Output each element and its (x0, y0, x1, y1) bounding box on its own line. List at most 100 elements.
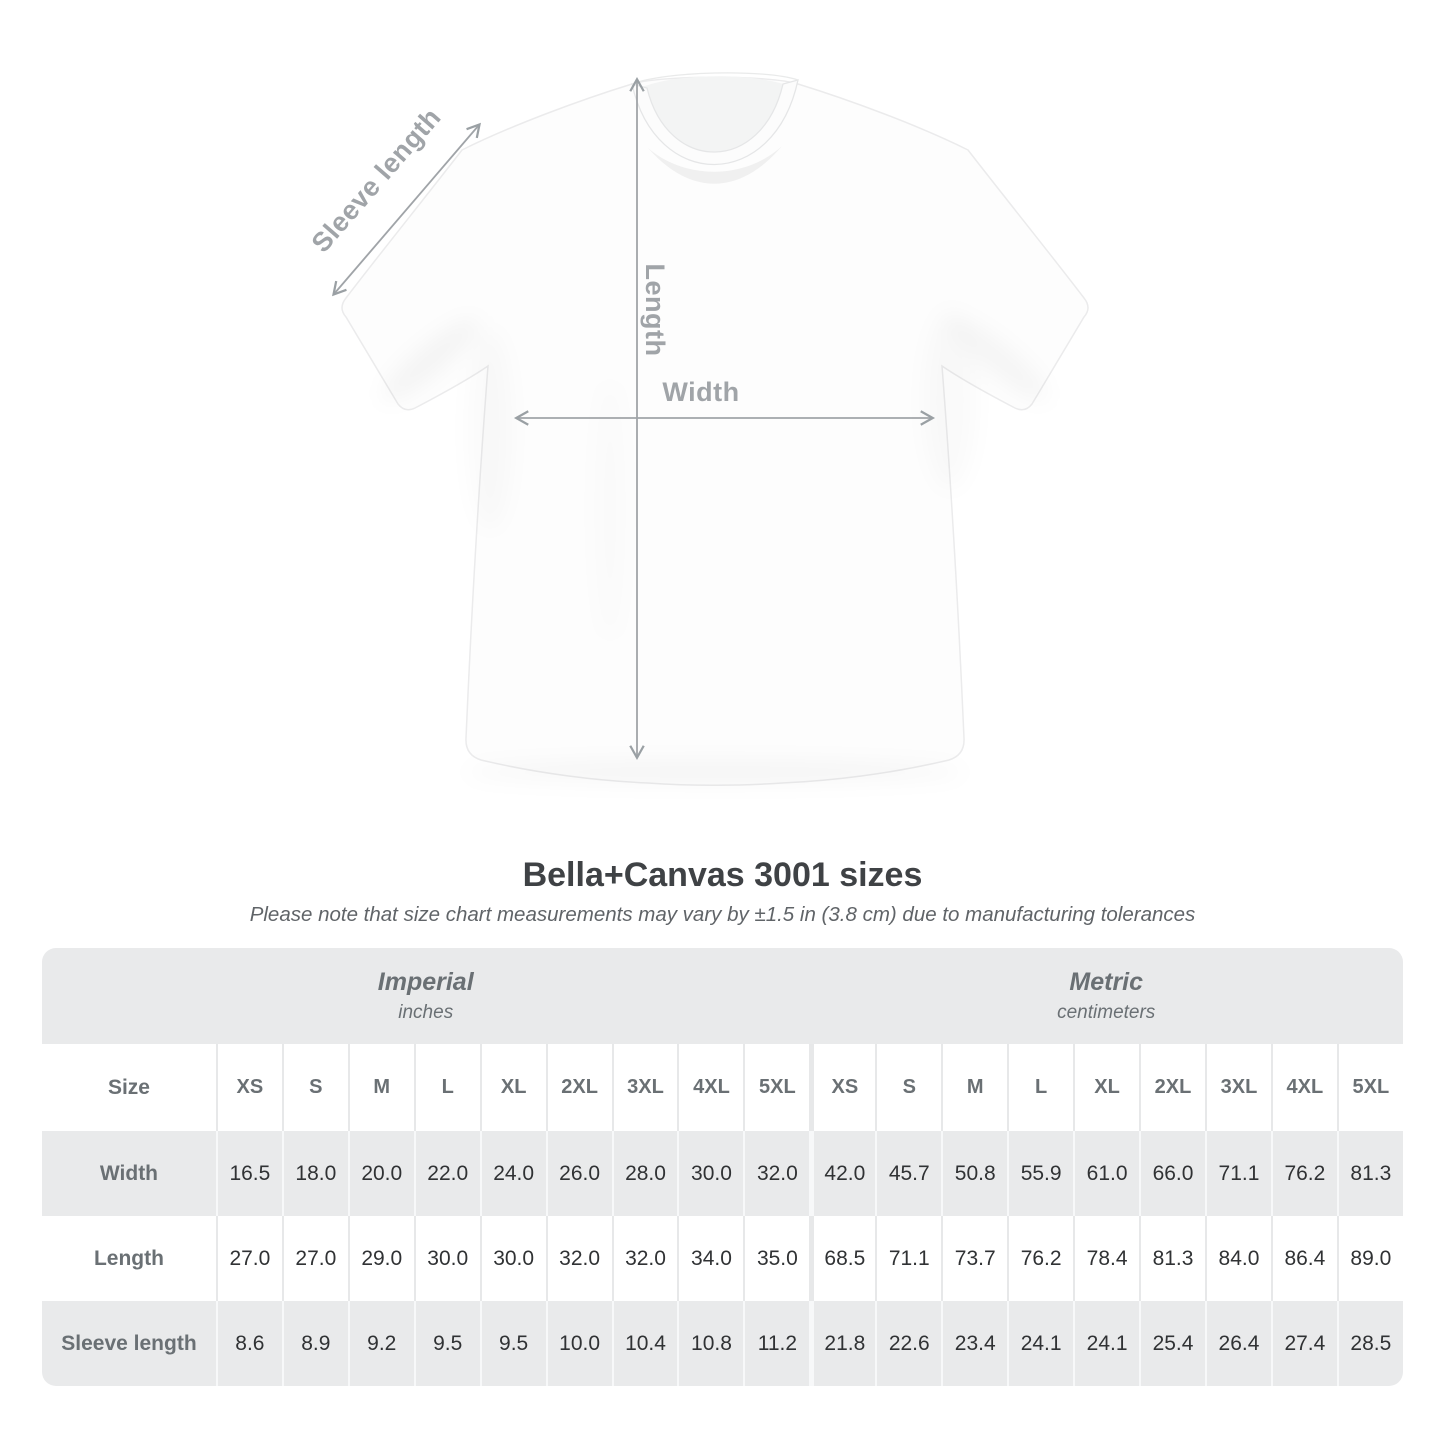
value-cell: 32.0 (743, 1131, 809, 1216)
value-cell: 68.5 (809, 1216, 875, 1301)
size-col-header: XS (215, 1044, 282, 1131)
size-header-label: Size (107, 1075, 150, 1099)
value-cell: 24.0 (479, 1131, 546, 1216)
value-cell: 11.2 (743, 1301, 809, 1386)
size-col-header: XL (1073, 1044, 1139, 1131)
value-cell: 81.3 (1336, 1131, 1403, 1216)
value-cell: 27.0 (281, 1216, 348, 1301)
value-cell: 9.5 (479, 1301, 546, 1386)
tshirt-body (341, 76, 1089, 786)
value-cell: 27.0 (215, 1216, 282, 1301)
size-col-header: 2XL (545, 1044, 612, 1131)
size-col-header: M (347, 1044, 414, 1131)
value-cell: 27.4 (1270, 1301, 1337, 1386)
value-cell: 25.4 (1139, 1301, 1205, 1386)
value-cell: 55.9 (1007, 1131, 1073, 1216)
size-col-header: M (941, 1044, 1007, 1131)
value-cell: 8.9 (281, 1301, 348, 1386)
size-col-header: L (1007, 1044, 1073, 1131)
value-cell: 30.0 (677, 1131, 743, 1216)
value-cell: 45.7 (875, 1131, 941, 1216)
size-col-header: 5XL (743, 1044, 809, 1131)
value-cell: 28.0 (611, 1131, 678, 1216)
value-cell: 29.0 (347, 1216, 414, 1301)
value-cell: 10.8 (677, 1301, 743, 1386)
value-cell: 26.0 (545, 1131, 612, 1216)
value-cell: 84.0 (1204, 1216, 1271, 1301)
page-title: Bella+Canvas 3001 sizes (522, 856, 923, 894)
value-cell: 8.6 (215, 1301, 282, 1386)
value-cell: 89.0 (1336, 1216, 1403, 1301)
value-cell: 10.0 (545, 1301, 612, 1386)
value-cell: 73.7 (941, 1216, 1007, 1301)
sleeve-length-arrow (332, 122, 481, 297)
value-cell: 86.4 (1270, 1216, 1337, 1301)
length-label: Length (640, 264, 670, 357)
value-cell: 71.1 (1204, 1131, 1271, 1216)
value-cell: 10.4 (611, 1301, 678, 1386)
value-cell: 32.0 (545, 1216, 612, 1301)
value-cell: 71.1 (875, 1216, 941, 1301)
value-cell: 76.2 (1007, 1216, 1073, 1301)
neck-opening (636, 76, 794, 155)
table-row: Width 16.5 18.0 20.0 22.0 24.0 26.0 28.0 30.0 32.… (42, 1131, 1403, 1216)
value-cell: 50.8 (941, 1131, 1007, 1216)
tshirt-measurement-diagram: Sleeve length Length Width (306, 72, 1089, 786)
value-cell: 30.0 (413, 1216, 480, 1301)
value-cell: 16.5 (215, 1131, 282, 1216)
unit-group-label: Metric (1069, 968, 1144, 996)
unit-group-sublabel: inches (398, 1002, 454, 1023)
table-row: Sleeve length 8.6 8.9 9.2 9.5 9.5 10.0 10.4 10.8… (42, 1301, 1403, 1386)
value-cell: 81.3 (1139, 1216, 1205, 1301)
collar-back-edge (631, 72, 799, 85)
size-col-header: 3XL (611, 1044, 678, 1131)
size-header-row: Size XS S M L XL 2XL 3XL 4XL 5XL XS S M L XL 2XL 3XL 4XL 5… (42, 1044, 1403, 1131)
value-cell: 18.0 (281, 1131, 348, 1216)
value-cell: 78.4 (1073, 1216, 1139, 1301)
value-cell: 28.5 (1336, 1301, 1403, 1386)
size-col-header: 4XL (677, 1044, 743, 1131)
value-cell: 22.0 (413, 1131, 480, 1216)
size-col-header: XL (479, 1044, 546, 1131)
value-cell: 21.8 (809, 1301, 875, 1386)
value-cell: 76.2 (1270, 1131, 1337, 1216)
value-cell: 26.4 (1204, 1301, 1271, 1386)
unit-group-label: Imperial (377, 968, 474, 996)
unit-group-imperial: Imperial inches (42, 948, 809, 1044)
value-cell: 61.0 (1073, 1131, 1139, 1216)
unit-group-metric: Metric centimeters (809, 948, 1403, 1044)
table-row: Length 27.0 27.0 29.0 30.0 30.0 32.0 32.0 34.0 35… (42, 1216, 1403, 1301)
value-cell: 30.0 (479, 1216, 546, 1301)
size-col-header: S (875, 1044, 941, 1131)
row-label: Length (93, 1246, 164, 1270)
size-col-header: S (281, 1044, 348, 1131)
value-cell: 34.0 (677, 1216, 743, 1301)
size-col-header: L (413, 1044, 480, 1131)
value-cell: 9.5 (413, 1301, 480, 1386)
neck-inner-shadow (648, 146, 782, 184)
value-cell: 35.0 (743, 1216, 809, 1301)
size-col-header: 2XL (1139, 1044, 1205, 1131)
size-col-header: 4XL (1270, 1044, 1337, 1131)
value-cell: 66.0 (1139, 1131, 1205, 1216)
size-col-header: 5XL (1336, 1044, 1403, 1131)
size-col-header: 3XL (1204, 1044, 1271, 1131)
value-cell: 9.2 (347, 1301, 414, 1386)
value-cell: 24.1 (1007, 1301, 1073, 1386)
width-label: Width (662, 377, 739, 407)
value-cell: 24.1 (1073, 1301, 1139, 1386)
tolerance-note: Please note that size chart measurements… (249, 903, 1196, 926)
value-cell: 32.0 (611, 1216, 678, 1301)
size-col-header: XS (809, 1044, 875, 1131)
value-cell: 23.4 (941, 1301, 1007, 1386)
size-chart-table: Imperial inches Metric centimeters Size XS S M L… (42, 948, 1403, 1386)
row-label: Width (99, 1161, 159, 1185)
value-cell: 22.6 (875, 1301, 941, 1386)
unit-group-header: Imperial inches Metric centimeters (42, 948, 1403, 1044)
unit-group-sublabel: centimeters (1057, 1002, 1156, 1023)
value-cell: 20.0 (347, 1131, 414, 1216)
value-cell: 42.0 (809, 1131, 875, 1216)
tshirt-graphic: Sleeve length Length Width (306, 72, 1089, 786)
row-label: Sleeve length (61, 1331, 197, 1355)
